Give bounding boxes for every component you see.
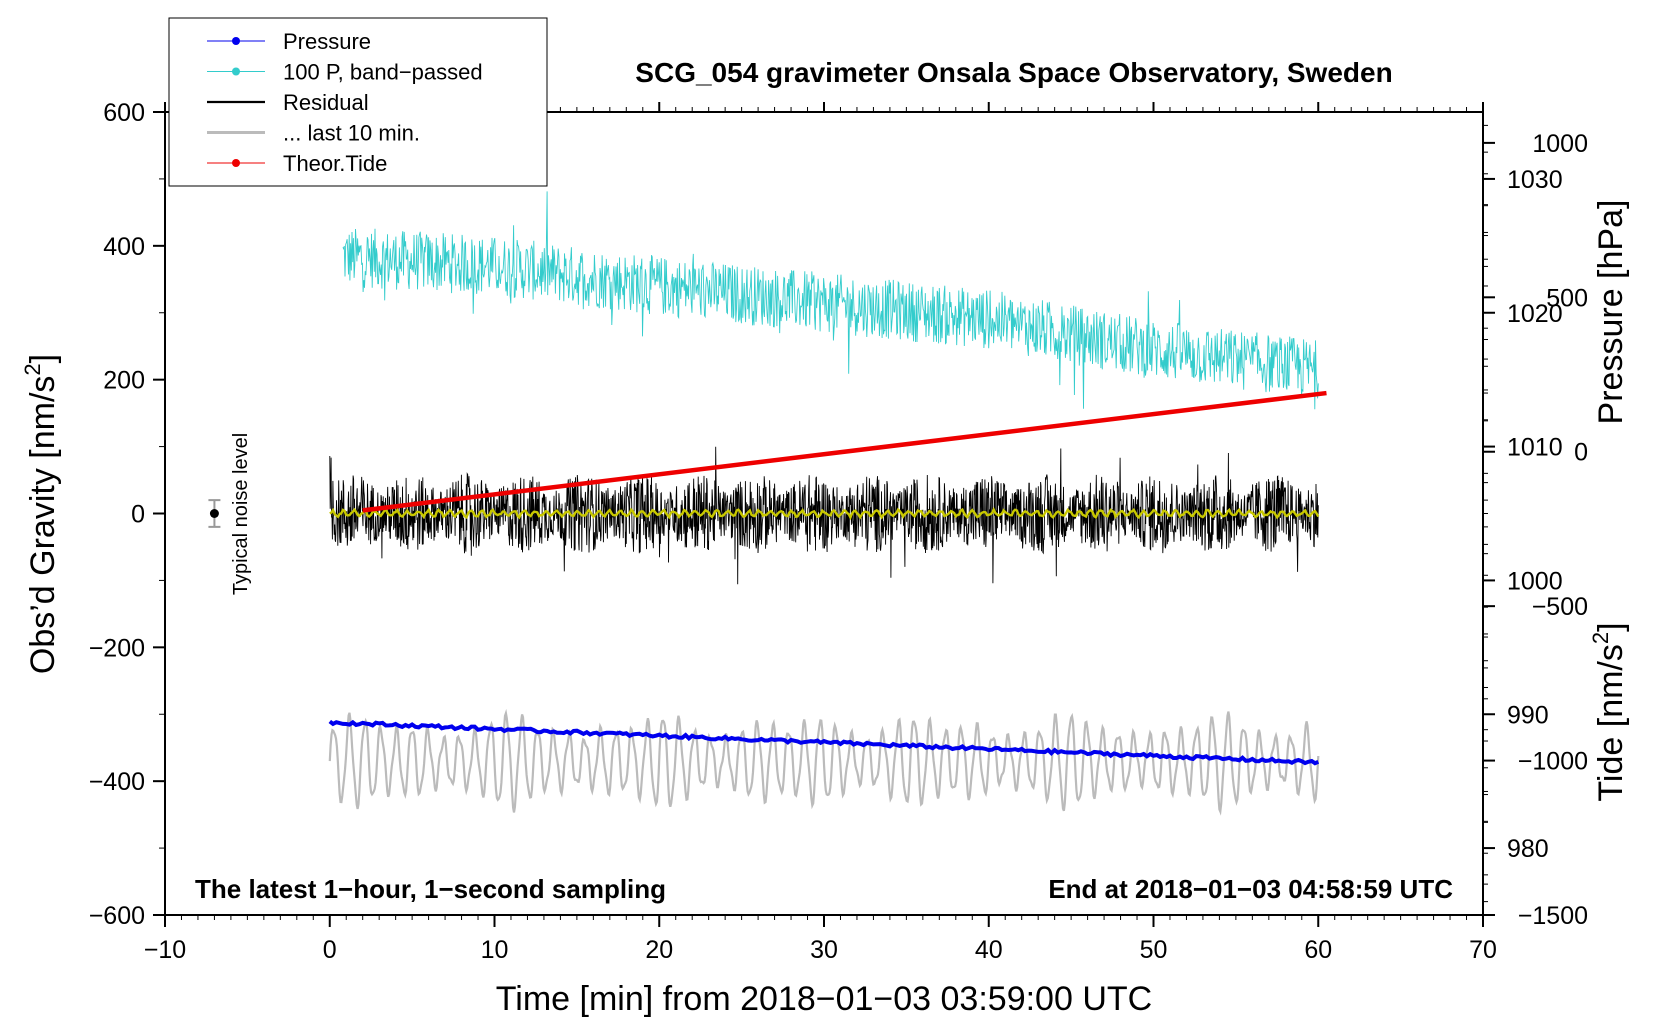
series-last-10-min <box>328 708 1320 816</box>
series-layer <box>328 191 1327 816</box>
legend-label: Pressure <box>283 29 371 54</box>
y-tick-label: 0 <box>131 501 145 529</box>
series-residual <box>329 446 1319 585</box>
y-axis-title-left-end: ] <box>24 354 62 363</box>
x-tick-label: 40 <box>975 936 1003 964</box>
pressure-tick-label: 1030 <box>1507 166 1563 194</box>
pressure-axis-title: Pressure [hPa] <box>1592 200 1630 425</box>
pressure-tick-label: 990 <box>1507 701 1549 729</box>
x-tick-label: 0 <box>323 936 337 964</box>
legend: Pressure 100 P, band−passed Residual ... la… <box>168 17 548 187</box>
x-tick-label: 20 <box>645 936 673 964</box>
series-residual-smoothed <box>329 506 1320 521</box>
tide-tick-label: 1000 <box>1532 130 1588 158</box>
noise-level-label: Typical noise level <box>230 433 252 595</box>
legend-label: 100 P, band−passed <box>283 60 483 85</box>
chart-title: SCG_054 gravimeter Onsala Space Observat… <box>635 57 1392 88</box>
legend-label: Theor.Tide <box>283 151 387 176</box>
legend-label: Residual <box>283 90 369 115</box>
pressure-tick-label: 1010 <box>1507 434 1563 462</box>
x-tick-label: 70 <box>1469 936 1497 964</box>
tide-tick-label: 500 <box>1546 284 1588 312</box>
legend-items: Pressure 100 P, band−passed Residual ... la… <box>207 29 483 176</box>
y-axis-title-left-main: Obs’d Gravity [nm/s <box>24 376 62 675</box>
y-tick-label: 400 <box>103 233 145 261</box>
y-tick-label: −600 <box>89 902 145 930</box>
series-band-passed-pressure <box>342 191 1319 410</box>
legend-marker <box>232 37 240 45</box>
tide-axis-title-sup: 2 <box>1588 632 1613 644</box>
legend-marker <box>232 67 240 76</box>
y-tick-label: −200 <box>89 634 145 662</box>
tide-tick-label: −500 <box>1532 593 1588 621</box>
tide-tick-label: −1000 <box>1518 748 1588 776</box>
x-axis-title: Time [min] from 2018−01−03 03:59:00 UTC <box>496 980 1152 1018</box>
x-tick-label: 10 <box>481 936 509 964</box>
pressure-tick-label: 1000 <box>1507 567 1563 595</box>
y-tick-label: 600 <box>103 99 145 127</box>
annotation-sampling: The latest 1−hour, 1−second sampling <box>195 874 666 904</box>
y-tick-label: −400 <box>89 768 145 796</box>
legend-marker <box>232 159 240 167</box>
axes-layer: −10 0 10 20 30 40 50 60 70−600−400−2000200400600… <box>89 99 1588 964</box>
tide-axis-title-main: Tide [nm/s <box>1592 644 1630 801</box>
series-pressure <box>328 719 1320 766</box>
series-theoretical-tide <box>362 390 1327 513</box>
x-tick-label: 50 <box>1140 936 1168 964</box>
y-axis-title-left: Obs’d Gravity [nm/s2] <box>20 354 62 674</box>
noise-level-marker <box>209 509 219 518</box>
tide-axis-title: Tide [nm/s2] <box>1588 622 1630 801</box>
tide-tick-label: 0 <box>1574 439 1588 467</box>
y-axis-title-left-sup: 2 <box>20 363 45 375</box>
pressure-tick-label: 1020 <box>1507 300 1563 328</box>
pressure-tick-label: 980 <box>1507 835 1549 863</box>
x-tick-label: −10 <box>144 936 186 964</box>
legend-label: ... last 10 min. <box>283 121 420 146</box>
x-tick-label: 30 <box>810 936 838 964</box>
annotation-end-time: End at 2018−01−03 04:58:59 UTC <box>1048 874 1453 904</box>
x-tick-label: 60 <box>1304 936 1332 964</box>
tide-axis-title-end: ] <box>1592 622 1630 631</box>
y-tick-label: 200 <box>103 367 145 395</box>
tide-tick-label: −1500 <box>1518 902 1588 930</box>
